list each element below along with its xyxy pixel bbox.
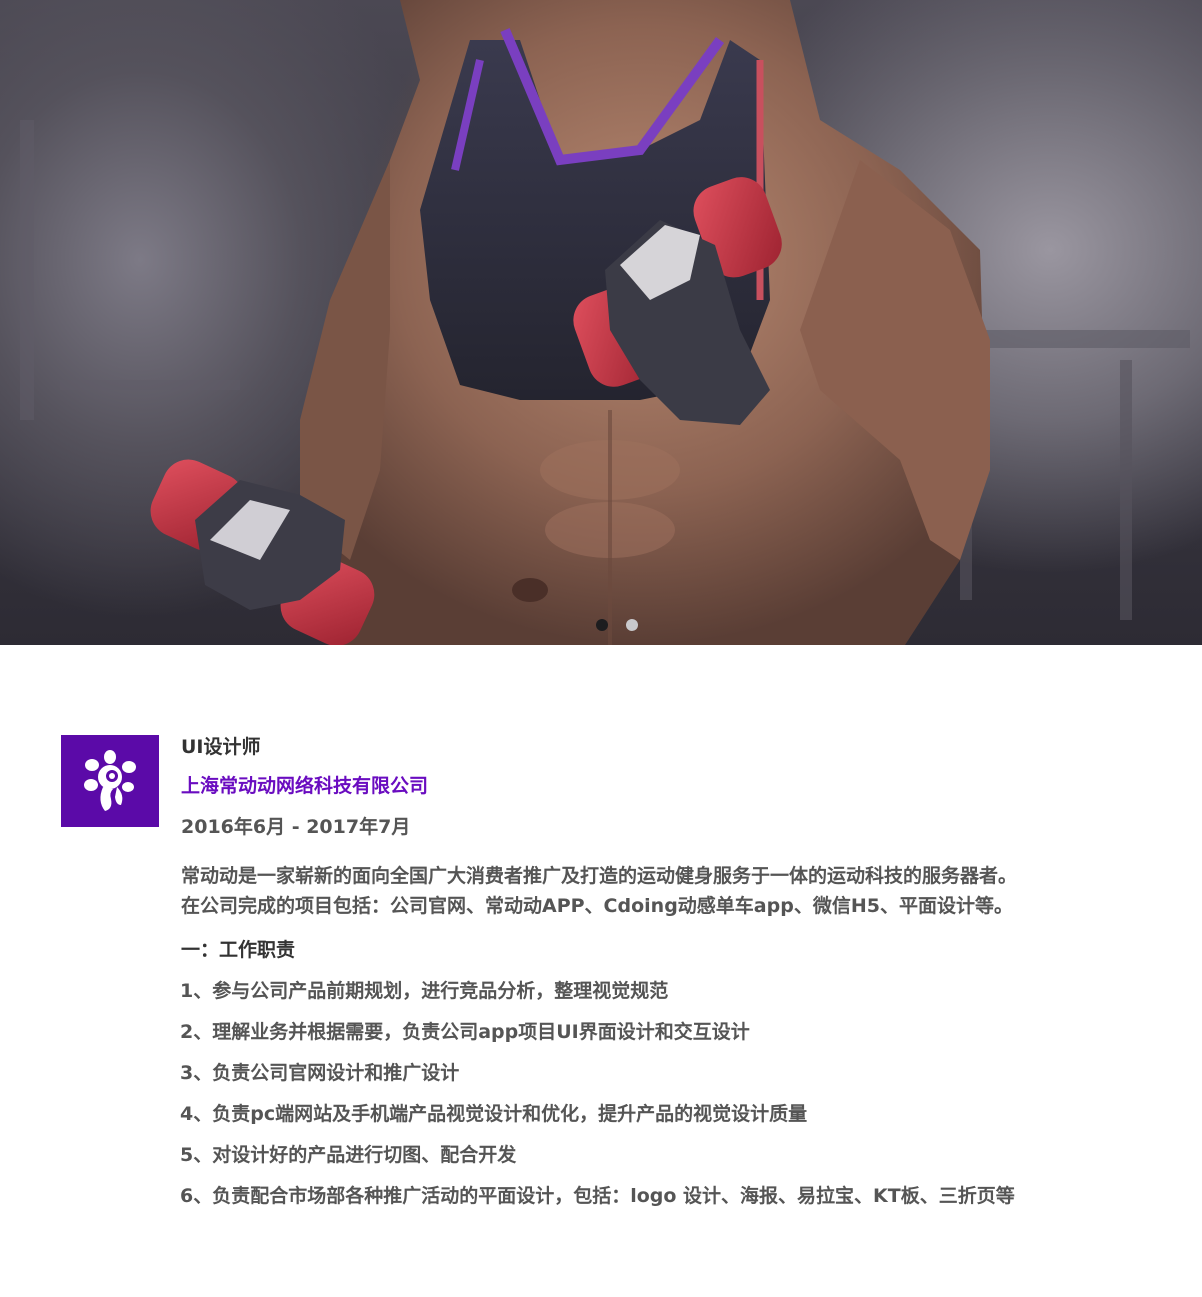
company-intro: 常动动是一家崭新的面向全国广大消费者推广及打造的运动健身服务于一体的运动科技的服…: [181, 861, 1017, 921]
carousel-indicators: [596, 619, 638, 631]
company-name-link[interactable]: 上海常动动网络科技有限公司: [181, 775, 429, 797]
intro-line: 在公司完成的项目包括：公司官网、常动动APP、Cdoing动感单车app、微信H…: [181, 895, 1013, 917]
hero-carousel[interactable]: [0, 0, 1202, 645]
hero-image: [20, 0, 1190, 645]
duty-item: 2、理解业务并根据需要，负责公司app项目UI界面设计和交互设计: [180, 1021, 750, 1043]
duties-heading: 一：工作职责: [181, 939, 296, 961]
carousel-dot-1[interactable]: [596, 619, 608, 631]
company-logo: [61, 735, 159, 827]
duty-item: 3、负责公司官网设计和推广设计: [180, 1062, 460, 1084]
carousel-dot-2[interactable]: [626, 619, 638, 631]
job-title: UI设计师: [181, 736, 261, 758]
duty-item: 1、参与公司产品前期规划，进行竞品分析，整理视觉规范: [180, 980, 669, 1002]
intro-line: 常动动是一家崭新的面向全国广大消费者推广及打造的运动健身服务于一体的运动科技的服…: [181, 865, 1018, 887]
duty-item: 4、负责pc端网站及手机端产品视觉设计和优化，提升产品的视觉设计质量: [180, 1103, 808, 1125]
changdongdong-logo-icon: [84, 750, 136, 811]
duty-list: 1、参与公司产品前期规划，进行竞品分析，整理视觉规范 2、理解业务并根据需要，负…: [180, 978, 1015, 1224]
employment-period: 2016年6月 - 2017年7月: [181, 816, 411, 838]
duty-item: 5、对设计好的产品进行切图、配合开发: [180, 1144, 517, 1166]
duty-item: 6、负责配合市场部各种推广活动的平面设计，包括：logo 设计、海报、易拉宝、K…: [180, 1185, 1015, 1207]
